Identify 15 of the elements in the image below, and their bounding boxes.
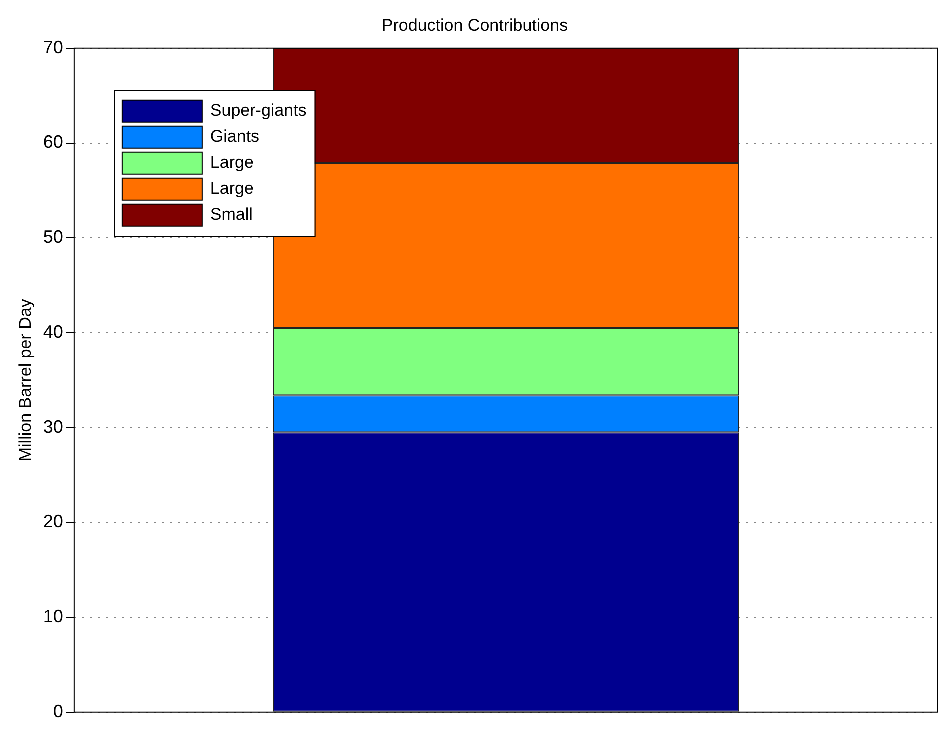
legend-label: Large xyxy=(210,153,254,172)
y-axis-title: Million Barrel per Day xyxy=(16,298,35,462)
y-tick-label: 40 xyxy=(43,322,64,342)
y-tick-label: 50 xyxy=(43,227,64,248)
y-tick-label: 10 xyxy=(43,606,64,627)
y-tick-label: 70 xyxy=(43,37,64,58)
y-tick-label: 0 xyxy=(53,701,64,722)
y-tick-label: 20 xyxy=(43,512,64,532)
legend-label: Super-giants xyxy=(210,101,307,120)
y-tick-label: 30 xyxy=(43,416,64,437)
legend-label: Large xyxy=(210,179,254,198)
legend-label: Small xyxy=(210,205,253,224)
legend-label: Giants xyxy=(210,127,260,146)
chart-title: Production Contributions xyxy=(382,16,568,35)
y-tick-label: 60 xyxy=(43,132,64,152)
